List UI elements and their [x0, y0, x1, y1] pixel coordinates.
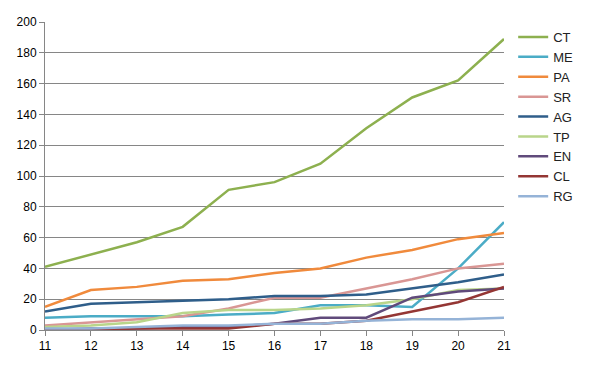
svg-text:14: 14	[176, 339, 190, 353]
svg-text:200: 200	[17, 15, 37, 29]
svg-text:EN: EN	[553, 149, 571, 164]
svg-text:CT: CT	[553, 30, 570, 45]
svg-text:TP: TP	[553, 130, 570, 145]
svg-text:20: 20	[451, 339, 465, 353]
svg-text:160: 160	[17, 77, 37, 91]
svg-text:15: 15	[222, 339, 236, 353]
svg-text:11: 11	[39, 339, 52, 353]
svg-text:17: 17	[314, 339, 328, 353]
svg-text:AG: AG	[553, 110, 572, 125]
svg-text:0: 0	[30, 323, 37, 337]
svg-text:16: 16	[268, 339, 282, 353]
svg-text:100: 100	[17, 169, 37, 183]
svg-text:40: 40	[23, 262, 37, 276]
svg-text:21: 21	[497, 339, 511, 353]
svg-text:18: 18	[360, 339, 374, 353]
svg-text:ME: ME	[553, 50, 573, 65]
svg-text:20: 20	[23, 292, 37, 306]
svg-text:PA: PA	[553, 70, 570, 85]
svg-text:80: 80	[23, 200, 37, 214]
svg-text:RG: RG	[553, 189, 573, 204]
svg-text:60: 60	[23, 231, 37, 245]
svg-text:12: 12	[84, 339, 98, 353]
svg-text:13: 13	[130, 339, 144, 353]
svg-text:CL: CL	[553, 169, 570, 184]
svg-text:140: 140	[17, 108, 37, 122]
svg-text:19: 19	[406, 339, 420, 353]
svg-text:180: 180	[17, 46, 37, 60]
svg-text:SR: SR	[553, 90, 571, 105]
svg-text:120: 120	[17, 138, 37, 152]
